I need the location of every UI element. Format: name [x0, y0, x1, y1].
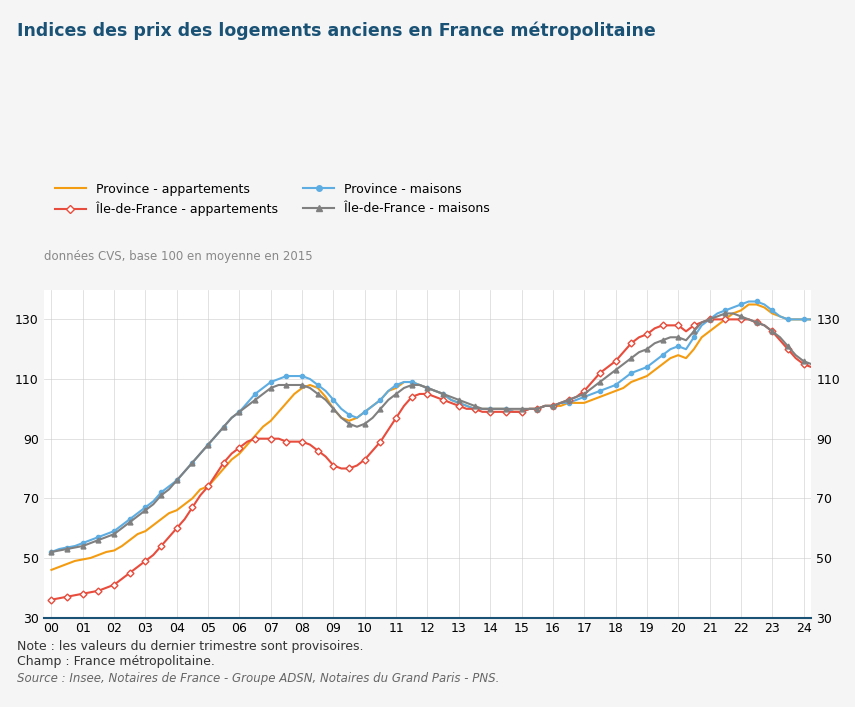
Text: Indices des prix des logements anciens en France métropolitaine: Indices des prix des logements anciens e…: [17, 21, 656, 40]
Text: Note : les valeurs du dernier trimestre sont provisoires.: Note : les valeurs du dernier trimestre …: [17, 640, 363, 653]
Legend: Province - appartements, Île-de-France - appartements, Province - maisons, Île-d: Province - appartements, Île-de-France -…: [50, 177, 495, 221]
Text: données CVS, base 100 en moyenne en 2015: données CVS, base 100 en moyenne en 2015: [44, 250, 312, 263]
Text: Champ : France métropolitaine.: Champ : France métropolitaine.: [17, 655, 215, 668]
Text: Source : Insee, Notaires de France - Groupe ADSN, Notaires du Grand Paris - PNS.: Source : Insee, Notaires de France - Gro…: [17, 672, 499, 684]
